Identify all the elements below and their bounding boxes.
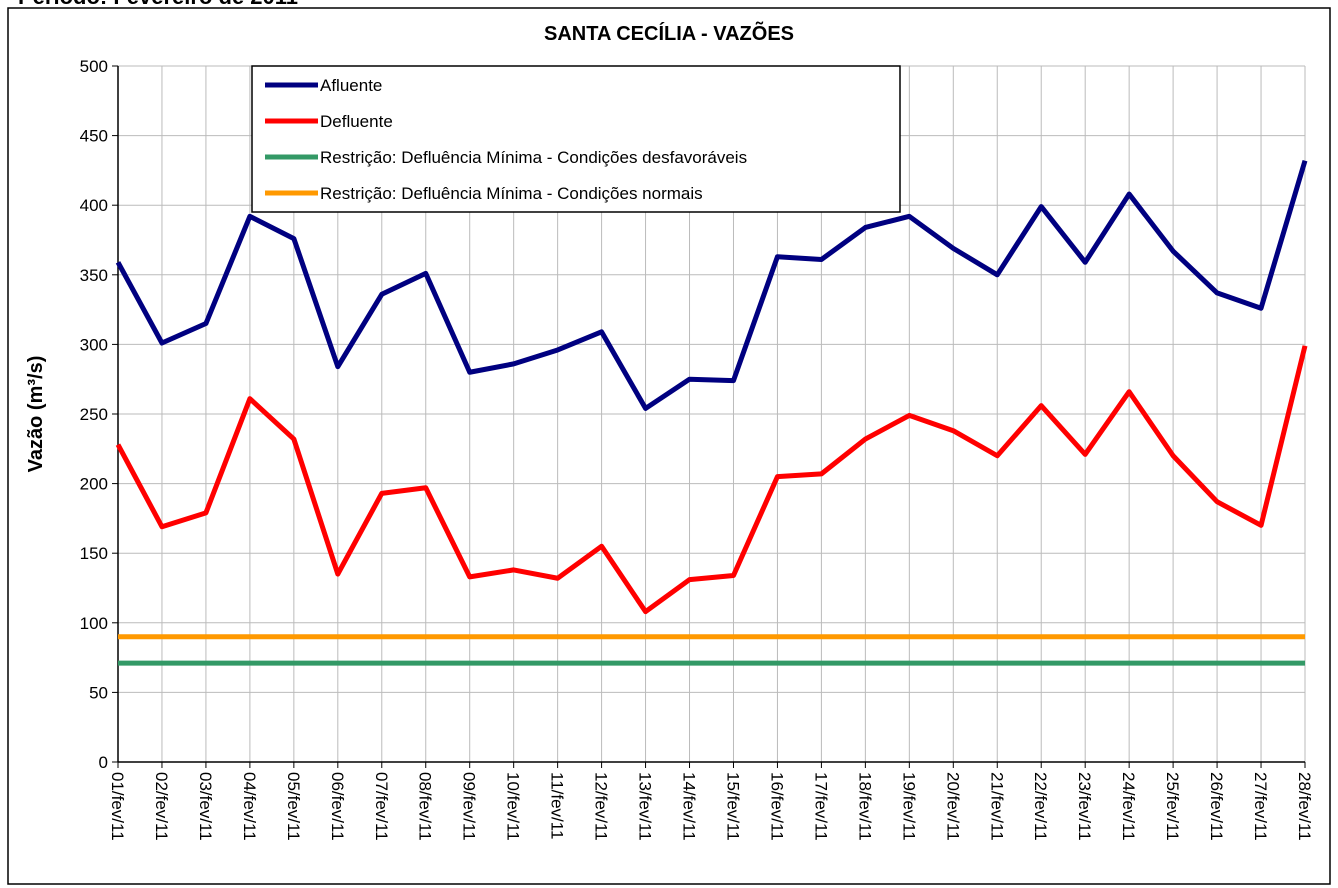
legend-label: Afluente bbox=[320, 76, 382, 95]
y-tick-label: 400 bbox=[80, 196, 108, 215]
y-tick-label: 100 bbox=[80, 614, 108, 633]
y-tick-label: 500 bbox=[80, 57, 108, 76]
x-tick-label: 10/fev/11 bbox=[504, 772, 523, 841]
y-tick-label: 300 bbox=[80, 335, 108, 354]
x-tick-label: 23/fev/11 bbox=[1075, 772, 1094, 841]
y-tick-label: 200 bbox=[80, 475, 108, 494]
x-tick-label: 24/fev/11 bbox=[1119, 772, 1138, 841]
chart-title: SANTA CECÍLIA - VAZÕES bbox=[544, 21, 794, 45]
x-tick-label: 28/fev/11 bbox=[1295, 772, 1314, 841]
x-tick-label: 17/fev/11 bbox=[811, 772, 830, 841]
x-tick-label: 21/fev/11 bbox=[987, 772, 1006, 841]
x-tick-label: 11/fev/11 bbox=[548, 772, 567, 839]
x-tick-label: 09/fev/11 bbox=[460, 772, 479, 841]
legend-label: Defluente bbox=[320, 112, 393, 131]
series-line bbox=[115, 159, 1308, 411]
x-tick-label: 27/fev/11 bbox=[1251, 772, 1270, 841]
series-line bbox=[115, 345, 1308, 615]
x-tick-label: 07/fev/11 bbox=[372, 772, 391, 841]
legend-box bbox=[251, 65, 901, 213]
y-tick-label: 350 bbox=[80, 266, 108, 285]
x-tick-label: 18/fev/11 bbox=[855, 772, 874, 841]
legend-label: Restrição: Defluência Mínima - Condições… bbox=[320, 184, 703, 203]
x-tick-label: 04/fev/11 bbox=[240, 772, 259, 841]
y-tick-label: 450 bbox=[80, 127, 108, 146]
x-tick-label: 08/fev/11 bbox=[416, 772, 435, 841]
x-tick-label: 02/fev/11 bbox=[152, 772, 171, 841]
x-tick-label: 26/fev/11 bbox=[1207, 772, 1226, 841]
x-tick-label: 12/fev/11 bbox=[592, 772, 611, 841]
y-tick-label: 250 bbox=[80, 405, 108, 424]
x-tick-label: 01/fev/11 bbox=[108, 772, 127, 841]
chart-frame bbox=[7, 7, 1331, 885]
x-tick-label: 03/fev/11 bbox=[196, 772, 215, 841]
heading: Período: Fevereiro de 2011 bbox=[18, 0, 298, 9]
y-tick-label: 150 bbox=[80, 544, 108, 563]
x-tick-label: 06/fev/11 bbox=[328, 772, 347, 841]
y-tick-label: 50 bbox=[89, 683, 108, 702]
x-tick-label: 13/fev/11 bbox=[636, 772, 655, 841]
x-tick-label: 15/fev/11 bbox=[723, 772, 742, 841]
y-tick-label: 0 bbox=[99, 753, 108, 772]
x-tick-label: 20/fev/11 bbox=[943, 772, 962, 841]
x-tick-label: 16/fev/11 bbox=[767, 772, 786, 841]
x-tick-label: 14/fev/11 bbox=[680, 772, 699, 841]
y-axis-label: Vazão (m³/s) bbox=[25, 356, 47, 473]
x-tick-label: 25/fev/11 bbox=[1163, 772, 1182, 841]
legend-label: Restrição: Defluência Mínima - Condições… bbox=[320, 148, 747, 167]
x-tick-label: 19/fev/11 bbox=[899, 772, 918, 841]
x-tick-label: 05/fev/11 bbox=[284, 772, 303, 841]
x-tick-label: 22/fev/11 bbox=[1031, 772, 1050, 841]
